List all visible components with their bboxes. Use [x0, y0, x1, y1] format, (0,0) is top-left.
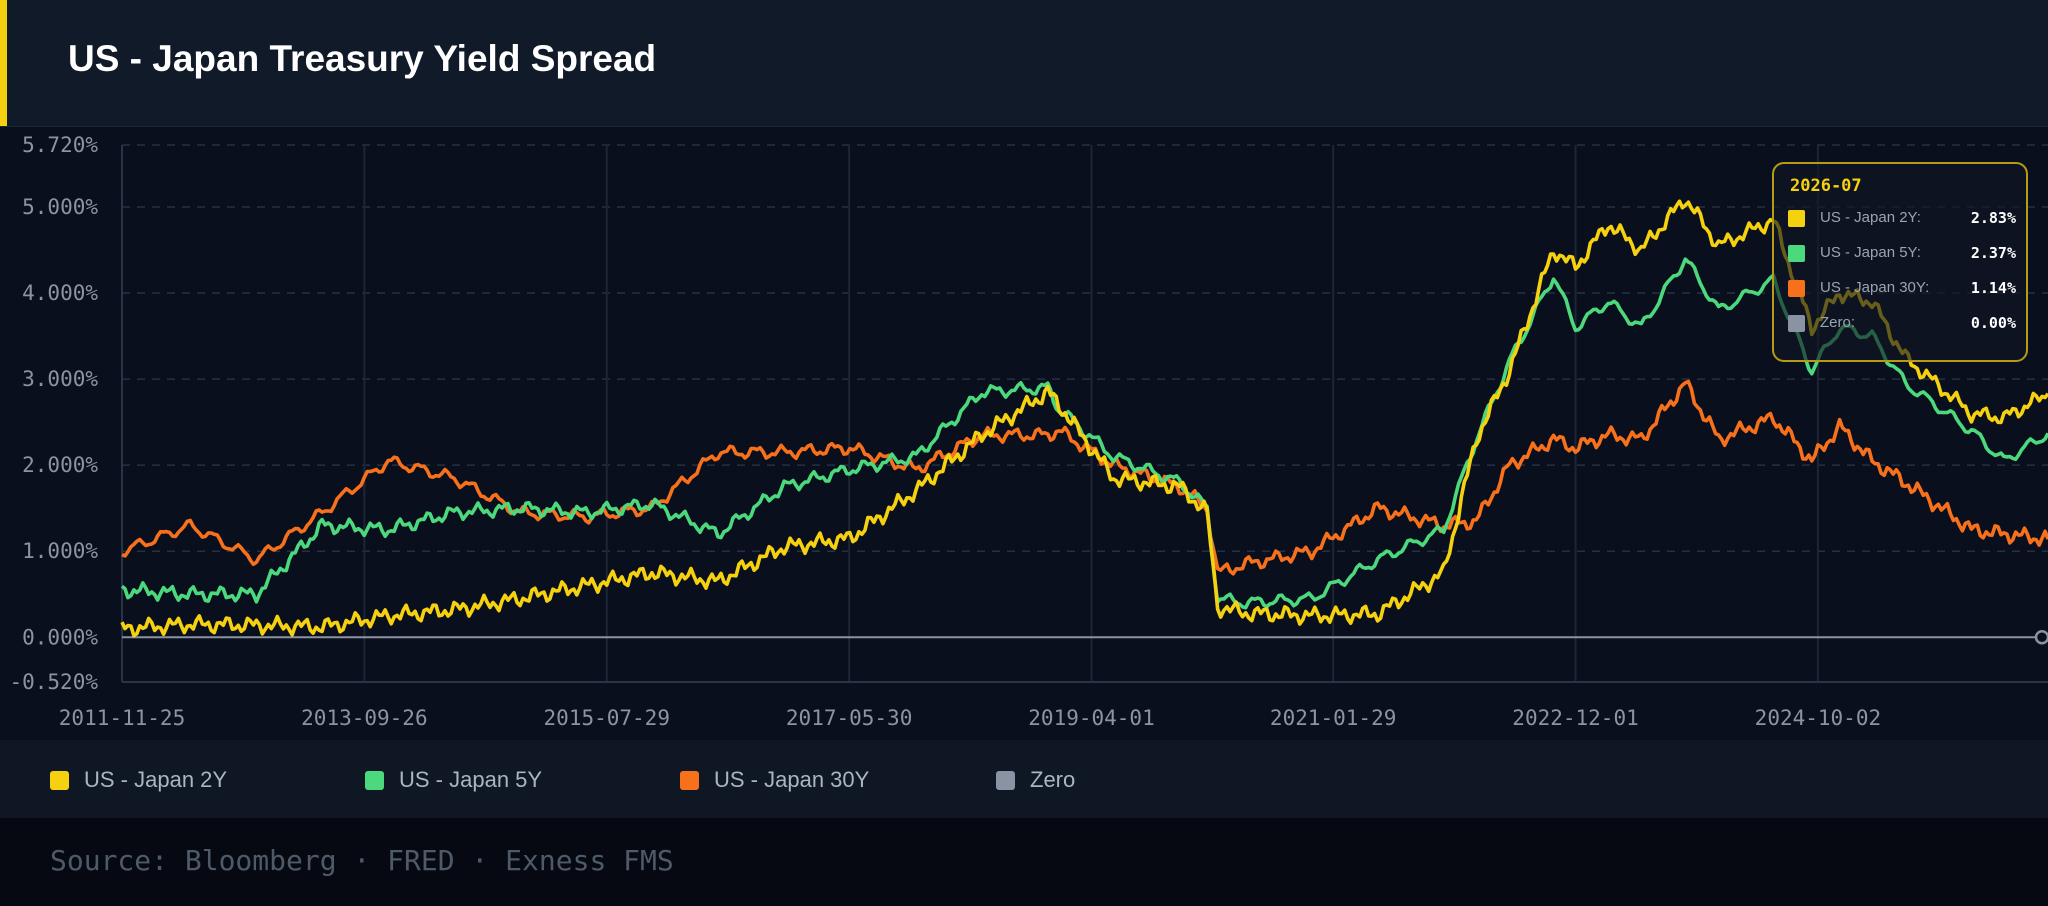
y-tick-label: 5.720% [22, 133, 98, 157]
legend-label-5y: US - Japan 5Y [399, 767, 543, 792]
tooltip-label-5y: US - Japan 5Y: [1820, 244, 1921, 261]
tooltip-date: 2026-07 [1790, 176, 1862, 196]
source-note: Source: Bloomberg · FRED · Exness FMS [50, 844, 674, 877]
tooltip-swatch-zero [1788, 315, 1805, 332]
tooltip-value-2y: 2.83% [1970, 209, 2016, 227]
legend-swatch-zero [996, 770, 1015, 790]
series-line-us-japan-30y[interactable] [121, 379, 2048, 576]
chart-legend: US - Japan 2Y US - Japan 5Y US - Japan 3… [0, 740, 2048, 818]
x-tick-label: 2019-04-01 [1028, 706, 1154, 730]
y-tick-label: -0.520% [9, 670, 98, 694]
header-accent-bar [0, 0, 7, 126]
tooltip-row-zero: Zero: 0.00% [1788, 312, 2016, 336]
legend-item-2y[interactable]: US - Japan 2Y [50, 767, 228, 792]
legend-swatch-30y [680, 770, 699, 790]
x-tick-label: 2022-12-01 [1512, 706, 1638, 730]
tooltip-row-5y: US - Japan 5Y: 2.37% [1788, 242, 2016, 266]
tooltip-swatch-5y [1788, 245, 1805, 262]
legend-label-zero: Zero [1030, 767, 1076, 792]
legend-item-30y[interactable]: US - Japan 30Y [680, 767, 870, 792]
tooltip-value-30y: 1.14% [1970, 279, 2016, 297]
x-tick-label: 2013-09-26 [301, 706, 427, 730]
y-tick-label: 5.000% [22, 195, 98, 219]
tooltip-row-2y: US - Japan 2Y: 2.83% [1788, 207, 2016, 231]
chart-footer: Source: Bloomberg · FRED · Exness FMS [0, 818, 2048, 906]
hover-tooltip: 2026-07 US - Japan 2Y: 2.83% US - Japan … [1772, 162, 2028, 362]
tooltip-label-30y: US - Japan 30Y: [1820, 279, 1930, 296]
series-line-us-japan-2y[interactable] [120, 199, 2048, 638]
series-line-us-japan-5y[interactable] [120, 257, 2048, 610]
y-tick-label: 4.000% [22, 281, 98, 305]
tooltip-swatch-2y [1788, 210, 1805, 227]
legend-swatch-2y [50, 770, 69, 790]
tooltip-row-30y: US - Japan 30Y: 1.14% [1788, 277, 2016, 301]
y-tick-label: 0.000% [22, 625, 98, 649]
chart-plot-area[interactable]: 5.720% 5.000% 4.000% 3.000% 2.000% 1.000% 0.00… [0, 127, 2048, 739]
legend-item-5y[interactable]: US - Japan 5Y [365, 767, 543, 792]
legend-item-zero[interactable]: Zero [996, 767, 1076, 792]
y-tick-label: 3.000% [22, 367, 98, 391]
legend-label-30y: US - Japan 30Y [714, 767, 870, 792]
tooltip-value-5y: 2.37% [1970, 244, 2016, 262]
x-tick-label: 2021-01-29 [1270, 706, 1396, 730]
x-tick-label: 2024-10-02 [1755, 706, 1881, 730]
tooltip-label-2y: US - Japan 2Y: [1820, 209, 1921, 226]
legend-label-2y: US - Japan 2Y [84, 767, 228, 792]
y-tick-label: 2.000% [22, 453, 98, 477]
chart-title: US - Japan Treasury Yield Spread [68, 38, 657, 79]
chart-header: US - Japan Treasury Yield Spread [0, 0, 2048, 127]
y-tick-label: 1.000% [22, 539, 98, 563]
x-tick-label: 2011-11-25 [59, 706, 185, 730]
legend-swatch-5y [365, 770, 384, 790]
tooltip-label-zero: Zero: [1820, 314, 1856, 331]
x-tick-label: 2015-07-29 [544, 706, 670, 730]
tooltip-swatch-30y [1788, 280, 1805, 297]
x-tick-label: 2017-05-30 [786, 706, 912, 730]
tooltip-value-zero: 0.00% [1970, 314, 2016, 332]
hover-point-marker [2034, 630, 2048, 645]
line-chart[interactable]: 5.720% 5.000% 4.000% 3.000% 2.000% 1.000% 0.00… [0, 127, 2048, 739]
